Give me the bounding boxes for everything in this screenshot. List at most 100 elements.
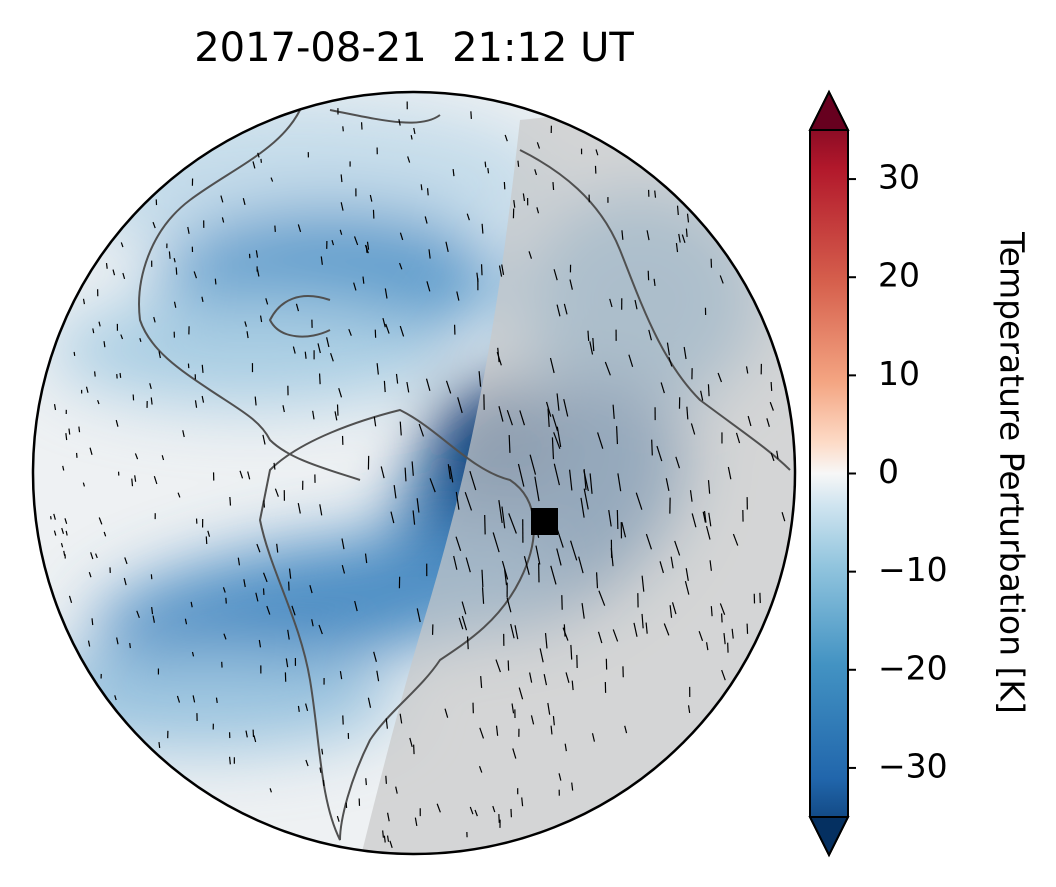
wind-vector [481, 587, 485, 604]
wind-vectors [50, 101, 786, 848]
wind-vector [87, 640, 91, 647]
wind-vector [82, 298, 86, 305]
colorbar-tick-label: −20 [878, 648, 948, 687]
wind-vector [469, 470, 477, 491]
wind-vector [571, 680, 574, 691]
wind-vector [678, 233, 681, 243]
wind-vector [665, 478, 670, 492]
wind-vector [215, 697, 218, 704]
wind-vector [385, 775, 387, 784]
wind-vector [506, 409, 513, 426]
wind-vector [266, 605, 271, 615]
wind-vector [61, 527, 65, 535]
wind-vector [246, 331, 249, 339]
wind-vector [479, 727, 485, 739]
wind-vector [82, 482, 86, 487]
wind-vector [628, 354, 634, 368]
wind-vector [369, 194, 373, 202]
wind-vector [702, 511, 706, 523]
wind-vector [504, 134, 508, 142]
wind-vector [709, 560, 712, 571]
wind-vector [257, 152, 260, 158]
wind-vector [239, 470, 244, 479]
wind-vector [447, 464, 451, 480]
wind-vector [521, 797, 524, 807]
field-blob [33, 650, 400, 750]
wind-vector [543, 674, 548, 686]
wind-vector [481, 223, 484, 234]
colorbar-tick-label: 30 [878, 158, 920, 197]
wind-vector [134, 475, 137, 482]
wind-vector [563, 398, 569, 417]
wind-vector [674, 540, 681, 556]
wind-vector [732, 533, 739, 546]
wind-vector [426, 188, 429, 196]
wind-vector [263, 500, 266, 508]
wind-vector [228, 756, 231, 765]
wind-vector [583, 468, 587, 490]
wind-vector [291, 605, 296, 616]
wind-vector [703, 511, 707, 523]
wind-vector [470, 111, 472, 119]
wind-vector [553, 269, 558, 281]
wind-vector [570, 644, 573, 660]
wind-vector [89, 447, 93, 455]
wind-vector [150, 397, 153, 405]
wind-vector [339, 229, 343, 235]
wind-vector [65, 530, 68, 536]
coastline [519, 149, 791, 471]
wind-vector [609, 298, 613, 308]
wind-vector [776, 450, 779, 460]
wind-vector [436, 803, 441, 813]
wind-vector [428, 249, 431, 259]
wind-vector [265, 298, 269, 305]
wind-vector [201, 395, 205, 403]
wind-vector [116, 637, 119, 645]
wind-vector [589, 473, 593, 494]
wind-vector [723, 632, 726, 645]
wind-vector [399, 325, 405, 337]
wind-vector [551, 437, 555, 460]
wind-vector [518, 687, 524, 700]
wind-vector [73, 351, 76, 356]
coastline [138, 109, 361, 481]
wind-vector [480, 675, 483, 688]
wind-vector [95, 553, 98, 559]
wind-vector [223, 633, 227, 640]
wind-vector [134, 453, 139, 460]
wind-vector [151, 607, 154, 615]
wind-vector [318, 624, 323, 635]
colorbar-tick-label: −30 [878, 746, 948, 785]
wind-vector [707, 384, 710, 397]
wind-vector [466, 636, 469, 650]
wind-vector [580, 497, 585, 518]
wind-vector [254, 396, 257, 406]
wind-vector [94, 371, 96, 377]
wind-vector [685, 568, 689, 581]
wind-vector [717, 372, 723, 383]
wind-vector [556, 304, 561, 317]
wind-vector [91, 618, 94, 626]
wind-vector [466, 213, 470, 221]
wind-vector [389, 840, 393, 848]
wind-vector [621, 522, 627, 538]
wind-vector [318, 373, 321, 385]
wind-vector [591, 733, 596, 742]
wind-vector [595, 572, 599, 589]
wind-vector [429, 478, 436, 493]
wind-vector [691, 513, 697, 528]
wind-vector [365, 245, 368, 253]
wind-vector [270, 177, 274, 182]
wind-vector [498, 265, 503, 277]
wind-vector [719, 603, 726, 615]
wind-vector [565, 672, 570, 683]
wind-vector [676, 205, 679, 216]
wind-vector [245, 730, 248, 738]
wind-vector [295, 303, 300, 312]
wind-vector [120, 242, 124, 248]
wind-vector [309, 585, 313, 594]
wind-vector [668, 357, 673, 367]
wind-vector [413, 127, 416, 135]
wind-vector [123, 577, 127, 586]
wind-vector [382, 317, 386, 328]
